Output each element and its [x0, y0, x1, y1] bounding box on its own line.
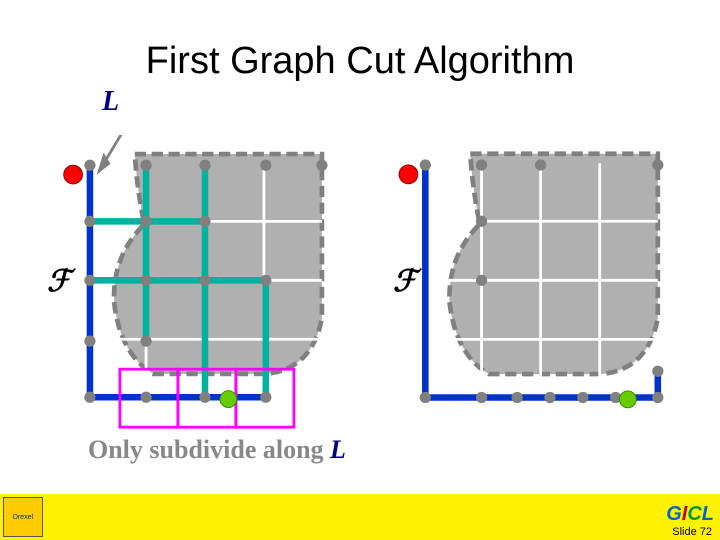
- subtitle-text: Only subdivide along: [88, 435, 330, 464]
- subtitle-l: L: [330, 435, 346, 464]
- slide-number: Slide 72: [672, 526, 712, 538]
- subtitle: Only subdivide along L: [88, 435, 346, 465]
- page-title: First Graph Cut Algorithm: [146, 40, 575, 83]
- l-label: L: [102, 86, 119, 118]
- gicl-logo: GICL: [666, 503, 714, 526]
- left-diagram: [60, 135, 350, 435]
- footer-bar: Drexel GICL Slide 72: [0, 494, 720, 540]
- arrow: [99, 135, 121, 171]
- green-dot: [220, 391, 237, 408]
- drexel-logo: Drexel: [3, 497, 43, 537]
- green-dot: [619, 391, 636, 408]
- red-dot: [64, 165, 83, 184]
- right-diagram: [395, 135, 705, 435]
- red-dot: [399, 165, 418, 184]
